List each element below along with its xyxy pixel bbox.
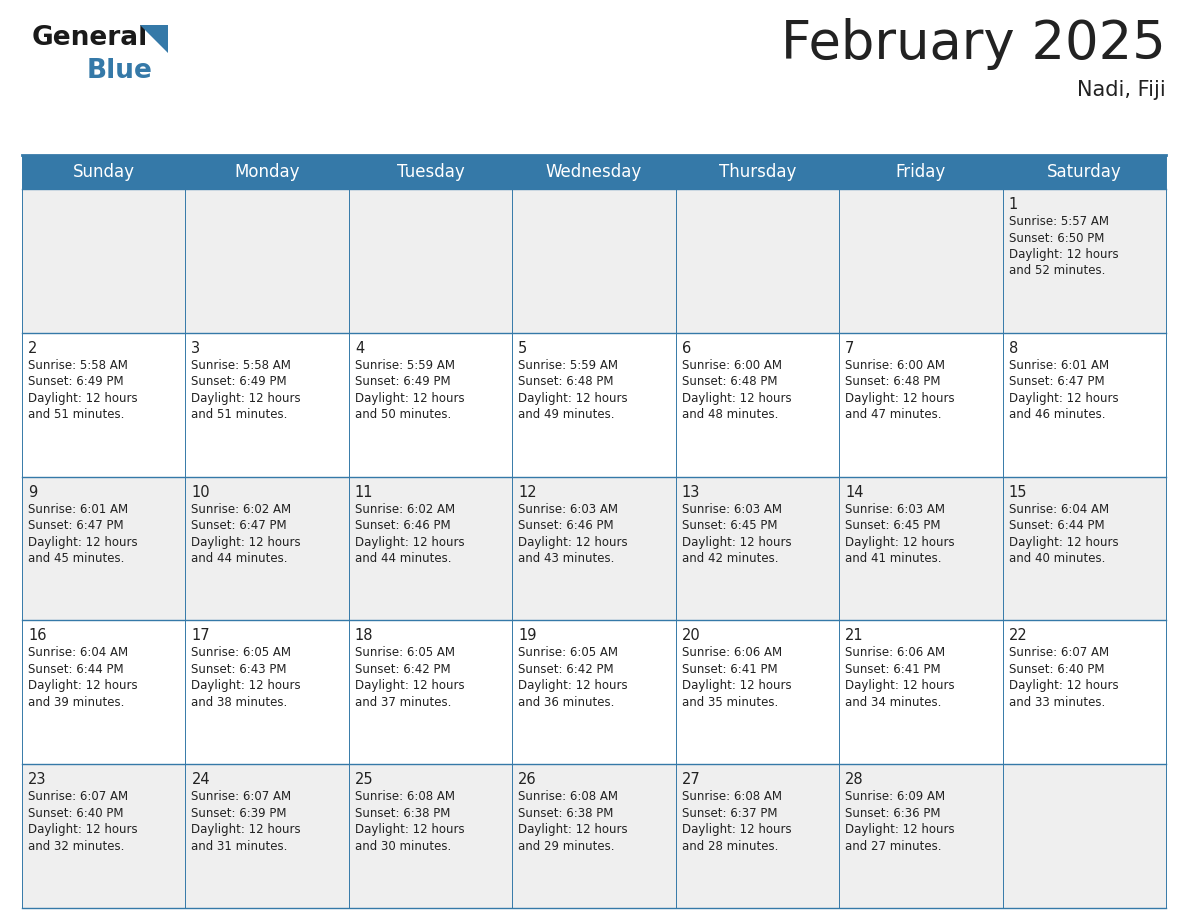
Bar xyxy=(23,476,1165,621)
Bar xyxy=(23,189,1165,333)
Text: Sunrise: 6:03 AM
Sunset: 6:46 PM
Daylight: 12 hours
and 43 minutes.: Sunrise: 6:03 AM Sunset: 6:46 PM Dayligh… xyxy=(518,502,628,565)
Text: Sunrise: 6:00 AM
Sunset: 6:48 PM
Daylight: 12 hours
and 48 minutes.: Sunrise: 6:00 AM Sunset: 6:48 PM Dayligh… xyxy=(682,359,791,421)
Bar xyxy=(23,621,1165,764)
Text: 11: 11 xyxy=(355,485,373,499)
Text: Sunrise: 6:09 AM
Sunset: 6:36 PM
Daylight: 12 hours
and 27 minutes.: Sunrise: 6:09 AM Sunset: 6:36 PM Dayligh… xyxy=(845,790,955,853)
Text: Sunrise: 6:02 AM
Sunset: 6:47 PM
Daylight: 12 hours
and 44 minutes.: Sunrise: 6:02 AM Sunset: 6:47 PM Dayligh… xyxy=(191,502,301,565)
Text: Nadi, Fiji: Nadi, Fiji xyxy=(1078,80,1165,100)
Text: 10: 10 xyxy=(191,485,210,499)
Text: 7: 7 xyxy=(845,341,854,356)
Text: Sunrise: 5:59 AM
Sunset: 6:48 PM
Daylight: 12 hours
and 49 minutes.: Sunrise: 5:59 AM Sunset: 6:48 PM Dayligh… xyxy=(518,359,628,421)
Text: Sunrise: 5:58 AM
Sunset: 6:49 PM
Daylight: 12 hours
and 51 minutes.: Sunrise: 5:58 AM Sunset: 6:49 PM Dayligh… xyxy=(191,359,301,421)
Text: Sunrise: 6:05 AM
Sunset: 6:42 PM
Daylight: 12 hours
and 37 minutes.: Sunrise: 6:05 AM Sunset: 6:42 PM Dayligh… xyxy=(355,646,465,709)
Text: Sunrise: 6:01 AM
Sunset: 6:47 PM
Daylight: 12 hours
and 46 minutes.: Sunrise: 6:01 AM Sunset: 6:47 PM Dayligh… xyxy=(1009,359,1118,421)
Text: Sunrise: 6:04 AM
Sunset: 6:44 PM
Daylight: 12 hours
and 40 minutes.: Sunrise: 6:04 AM Sunset: 6:44 PM Dayligh… xyxy=(1009,502,1118,565)
Text: 5: 5 xyxy=(518,341,527,356)
Text: 4: 4 xyxy=(355,341,364,356)
Text: 20: 20 xyxy=(682,629,701,644)
Text: Sunrise: 6:04 AM
Sunset: 6:44 PM
Daylight: 12 hours
and 39 minutes.: Sunrise: 6:04 AM Sunset: 6:44 PM Dayligh… xyxy=(29,646,138,709)
Text: Sunrise: 6:06 AM
Sunset: 6:41 PM
Daylight: 12 hours
and 34 minutes.: Sunrise: 6:06 AM Sunset: 6:41 PM Dayligh… xyxy=(845,646,955,709)
Bar xyxy=(23,155,1165,189)
Text: Sunrise: 6:08 AM
Sunset: 6:38 PM
Daylight: 12 hours
and 30 minutes.: Sunrise: 6:08 AM Sunset: 6:38 PM Dayligh… xyxy=(355,790,465,853)
Bar xyxy=(23,333,1165,476)
Text: 12: 12 xyxy=(518,485,537,499)
Text: 19: 19 xyxy=(518,629,537,644)
Bar xyxy=(23,764,1165,908)
Text: Sunrise: 6:02 AM
Sunset: 6:46 PM
Daylight: 12 hours
and 44 minutes.: Sunrise: 6:02 AM Sunset: 6:46 PM Dayligh… xyxy=(355,502,465,565)
Text: 23: 23 xyxy=(29,772,46,788)
Text: 28: 28 xyxy=(845,772,864,788)
Text: 15: 15 xyxy=(1009,485,1028,499)
Text: Sunrise: 6:08 AM
Sunset: 6:38 PM
Daylight: 12 hours
and 29 minutes.: Sunrise: 6:08 AM Sunset: 6:38 PM Dayligh… xyxy=(518,790,628,853)
Text: 6: 6 xyxy=(682,341,691,356)
Text: Sunrise: 6:07 AM
Sunset: 6:40 PM
Daylight: 12 hours
and 32 minutes.: Sunrise: 6:07 AM Sunset: 6:40 PM Dayligh… xyxy=(29,790,138,853)
Text: Sunrise: 5:58 AM
Sunset: 6:49 PM
Daylight: 12 hours
and 51 minutes.: Sunrise: 5:58 AM Sunset: 6:49 PM Dayligh… xyxy=(29,359,138,421)
Text: 2: 2 xyxy=(29,341,37,356)
Text: 24: 24 xyxy=(191,772,210,788)
Text: Sunrise: 5:57 AM
Sunset: 6:50 PM
Daylight: 12 hours
and 52 minutes.: Sunrise: 5:57 AM Sunset: 6:50 PM Dayligh… xyxy=(1009,215,1118,277)
Text: 8: 8 xyxy=(1009,341,1018,356)
Polygon shape xyxy=(140,25,168,53)
Text: Saturday: Saturday xyxy=(1047,163,1121,181)
Text: February 2025: February 2025 xyxy=(782,18,1165,70)
Text: 26: 26 xyxy=(518,772,537,788)
Text: Monday: Monday xyxy=(234,163,299,181)
Text: Sunrise: 6:03 AM
Sunset: 6:45 PM
Daylight: 12 hours
and 42 minutes.: Sunrise: 6:03 AM Sunset: 6:45 PM Dayligh… xyxy=(682,502,791,565)
Text: Friday: Friday xyxy=(896,163,946,181)
Text: Blue: Blue xyxy=(87,58,153,84)
Text: 27: 27 xyxy=(682,772,701,788)
Text: Sunrise: 5:59 AM
Sunset: 6:49 PM
Daylight: 12 hours
and 50 minutes.: Sunrise: 5:59 AM Sunset: 6:49 PM Dayligh… xyxy=(355,359,465,421)
Text: 16: 16 xyxy=(29,629,46,644)
Text: Sunrise: 6:01 AM
Sunset: 6:47 PM
Daylight: 12 hours
and 45 minutes.: Sunrise: 6:01 AM Sunset: 6:47 PM Dayligh… xyxy=(29,502,138,565)
Text: Sunrise: 6:05 AM
Sunset: 6:43 PM
Daylight: 12 hours
and 38 minutes.: Sunrise: 6:05 AM Sunset: 6:43 PM Dayligh… xyxy=(191,646,301,709)
Text: 14: 14 xyxy=(845,485,864,499)
Text: Sunrise: 6:07 AM
Sunset: 6:39 PM
Daylight: 12 hours
and 31 minutes.: Sunrise: 6:07 AM Sunset: 6:39 PM Dayligh… xyxy=(191,790,301,853)
Text: 18: 18 xyxy=(355,629,373,644)
Text: 17: 17 xyxy=(191,629,210,644)
Text: Sunrise: 6:03 AM
Sunset: 6:45 PM
Daylight: 12 hours
and 41 minutes.: Sunrise: 6:03 AM Sunset: 6:45 PM Dayligh… xyxy=(845,502,955,565)
Text: 22: 22 xyxy=(1009,629,1028,644)
Text: 1: 1 xyxy=(1009,197,1018,212)
Text: Sunrise: 6:00 AM
Sunset: 6:48 PM
Daylight: 12 hours
and 47 minutes.: Sunrise: 6:00 AM Sunset: 6:48 PM Dayligh… xyxy=(845,359,955,421)
Text: Sunrise: 6:06 AM
Sunset: 6:41 PM
Daylight: 12 hours
and 35 minutes.: Sunrise: 6:06 AM Sunset: 6:41 PM Dayligh… xyxy=(682,646,791,709)
Text: General: General xyxy=(32,25,148,51)
Text: Sunday: Sunday xyxy=(72,163,134,181)
Text: 13: 13 xyxy=(682,485,700,499)
Text: 21: 21 xyxy=(845,629,864,644)
Text: Tuesday: Tuesday xyxy=(397,163,465,181)
Text: 9: 9 xyxy=(29,485,37,499)
Text: Thursday: Thursday xyxy=(719,163,796,181)
Text: 3: 3 xyxy=(191,341,201,356)
Text: Sunrise: 6:07 AM
Sunset: 6:40 PM
Daylight: 12 hours
and 33 minutes.: Sunrise: 6:07 AM Sunset: 6:40 PM Dayligh… xyxy=(1009,646,1118,709)
Text: Sunrise: 6:05 AM
Sunset: 6:42 PM
Daylight: 12 hours
and 36 minutes.: Sunrise: 6:05 AM Sunset: 6:42 PM Dayligh… xyxy=(518,646,628,709)
Text: Wednesday: Wednesday xyxy=(545,163,643,181)
Text: Sunrise: 6:08 AM
Sunset: 6:37 PM
Daylight: 12 hours
and 28 minutes.: Sunrise: 6:08 AM Sunset: 6:37 PM Dayligh… xyxy=(682,790,791,853)
Text: 25: 25 xyxy=(355,772,373,788)
